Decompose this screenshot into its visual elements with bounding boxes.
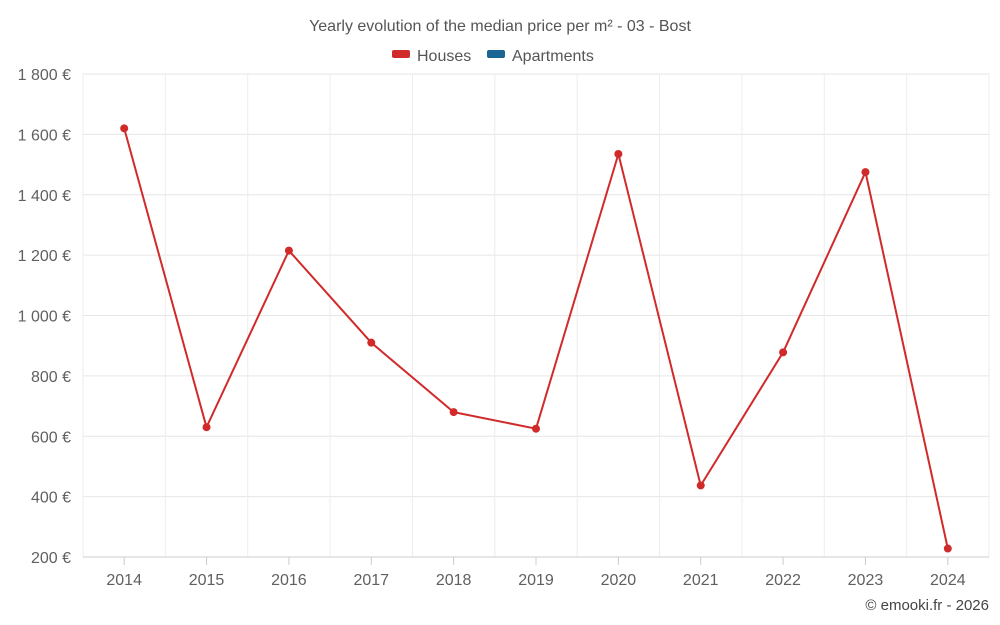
data-point-houses[interactable]: [861, 168, 870, 177]
x-tick-label: 2019: [518, 572, 554, 589]
x-tick-label: 2023: [848, 572, 884, 589]
legend-item-apartments[interactable]: Apartments: [487, 48, 594, 65]
y-tick-label: 1 000 €: [18, 309, 71, 326]
data-point-houses[interactable]: [614, 149, 623, 158]
data-point-houses[interactable]: [943, 544, 952, 553]
x-tick-label: 2014: [106, 572, 142, 589]
legend-label-apartments: Apartments: [512, 48, 594, 65]
legend-label-houses: Houses: [417, 48, 471, 65]
y-tick-label: 400 €: [31, 490, 71, 507]
data-point-houses[interactable]: [696, 481, 705, 490]
data-point-houses[interactable]: [202, 423, 211, 432]
x-tick-label: 2021: [683, 572, 719, 589]
series-layer: [120, 124, 952, 553]
legend-swatch-houses: [392, 50, 410, 58]
legend-swatch-apartments: [487, 50, 505, 58]
data-point-houses[interactable]: [284, 246, 293, 255]
y-tick-label: 600 €: [31, 429, 71, 446]
legend-item-houses[interactable]: Houses: [392, 48, 471, 65]
credit-text: © emooki.fr - 2026: [865, 597, 989, 614]
y-tick-label: 1 800 €: [18, 67, 71, 84]
legend: Houses Apartments: [392, 48, 594, 65]
data-point-houses[interactable]: [120, 124, 129, 133]
data-point-houses[interactable]: [532, 424, 540, 433]
y-tick-label: 1 200 €: [18, 248, 71, 265]
y-tick-label: 200 €: [31, 550, 71, 567]
y-tick-label: 800 €: [31, 369, 71, 386]
data-point-houses[interactable]: [779, 348, 788, 357]
x-tick-label: 2022: [765, 572, 801, 589]
axes: 200 € 400 € 600 € 800 € 1 000 € 1 200 € 1 400 …: [18, 67, 989, 589]
y-tick-label: 1 400 €: [18, 188, 71, 205]
grid: [82, 73, 990, 557]
data-point-houses[interactable]: [367, 338, 376, 347]
x-tick-label: 2024: [930, 572, 966, 589]
chart-title: Yearly evolution of the median price per…: [309, 18, 691, 35]
y-tick-label: 1 600 €: [18, 127, 71, 144]
x-tick-label: 2015: [189, 572, 225, 589]
x-tick-label: 2016: [271, 572, 307, 589]
x-tick-label: 2017: [353, 572, 389, 589]
data-point-houses[interactable]: [449, 408, 458, 417]
x-tick-label: 2020: [601, 572, 637, 589]
x-tick-label: 2018: [436, 572, 472, 589]
